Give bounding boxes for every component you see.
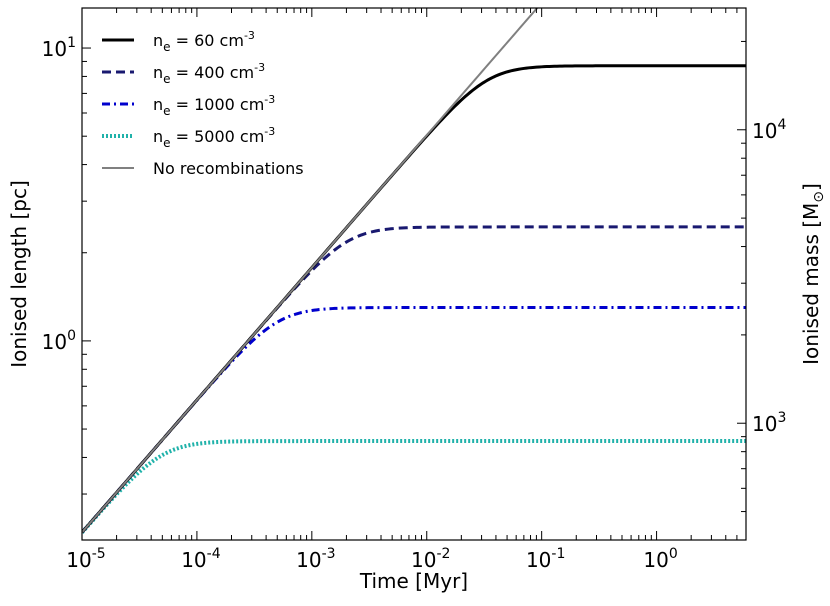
y2-axis-label-main: Ionised mass [M [799, 203, 823, 365]
x-tick-label: 10-3 [296, 546, 335, 572]
y2-axis-label-end: ] [799, 183, 823, 191]
legend-label-4: No recombinations [153, 159, 304, 178]
x-tick-label: 10-1 [526, 546, 565, 572]
series-line-4 [82, 8, 539, 533]
x-tick-label: 10-2 [411, 546, 450, 572]
legend-label-1: ne = 400 cm-3 [153, 61, 265, 86]
legend-label-2: ne = 1000 cm-3 [153, 93, 275, 118]
x-axis-label: Time [Myr] [359, 569, 468, 593]
legend: ne = 60 cm-3 ne = 400 cm-3 ne = 1000 cm-3 n… [102, 29, 304, 178]
x-tick-label: 100 [643, 546, 677, 572]
x-tick-label: 10-4 [181, 546, 221, 572]
y2-tick-label: 104 [752, 117, 786, 143]
y2-axis-label: Ionised mass [M⊙] [799, 183, 827, 365]
y-tick-label: 101 [42, 35, 76, 61]
series-line-3 [82, 439, 746, 534]
y2-axis-label-sub: ⊙ [811, 191, 827, 203]
plot-area [82, 8, 746, 540]
y-tick-label: 100 [42, 328, 76, 354]
ticks: 10-5 10-4 10-3 10-2 10-1 100 100 101 103 104 [42, 8, 786, 572]
plot-frame [81, 7, 747, 541]
legend-label-3: ne = 5000 cm-3 [153, 125, 275, 150]
x-tick-label: 10-5 [66, 546, 105, 572]
curves [82, 8, 746, 534]
y2-tick-label: 103 [752, 410, 786, 436]
y-axis-label: Ionised length [pc] [7, 180, 31, 368]
legend-label-0: ne = 60 cm-3 [153, 29, 255, 54]
